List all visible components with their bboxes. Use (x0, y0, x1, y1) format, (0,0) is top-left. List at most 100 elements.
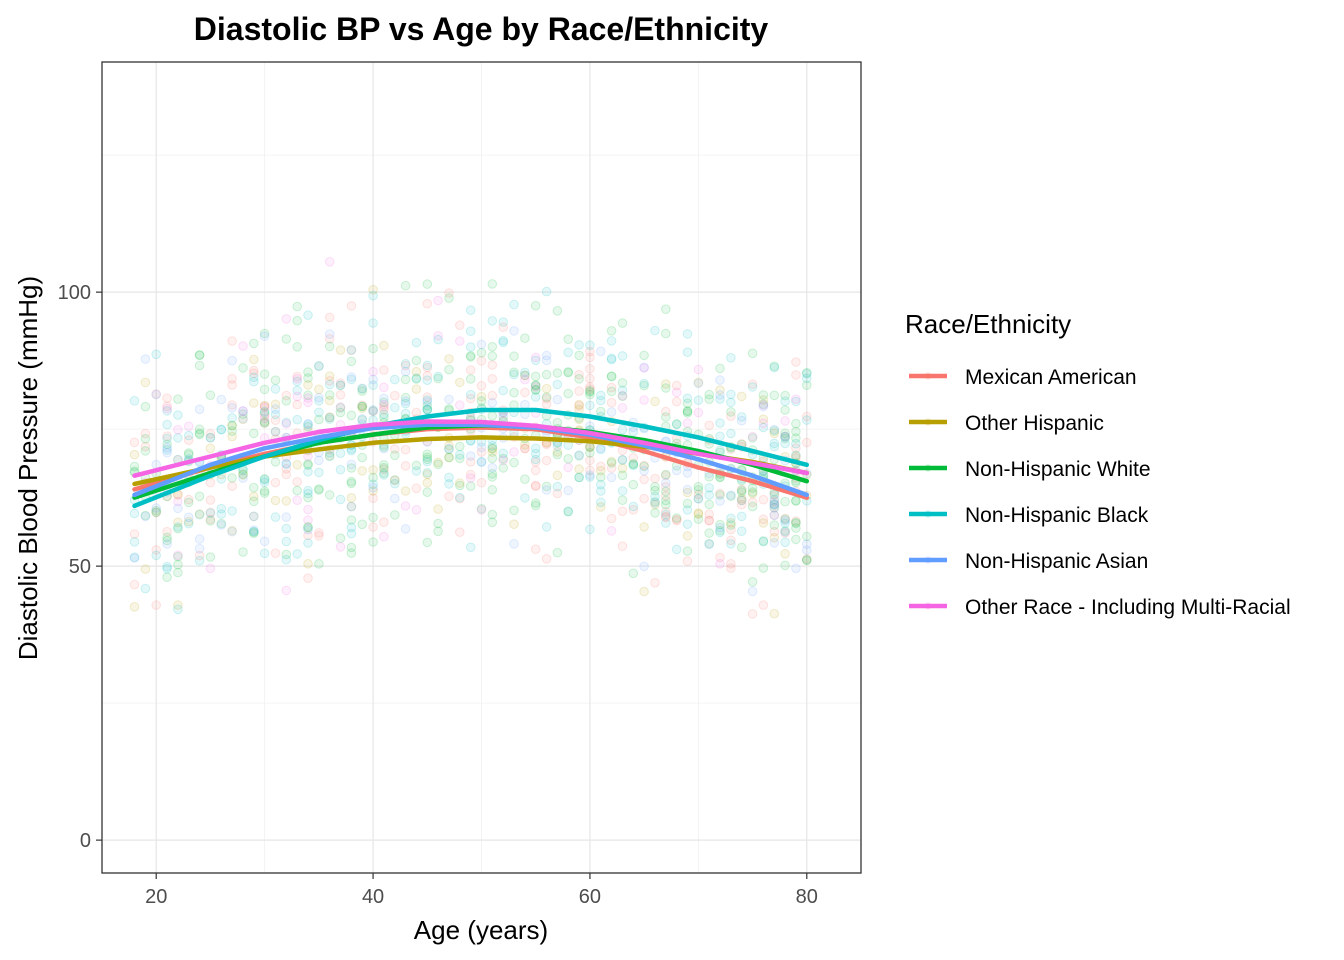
scatter-point (368, 406, 378, 416)
scatter-point (791, 357, 801, 367)
scatter-point (747, 497, 758, 508)
scatter-point (671, 513, 682, 523)
scatter-point (390, 374, 400, 385)
scatter-point (129, 508, 140, 519)
scatter-point (335, 533, 346, 544)
scatter-point (194, 429, 205, 440)
scatter-point (736, 484, 747, 495)
scatter-point (704, 483, 715, 493)
scatter-point (780, 514, 790, 525)
scatter-point (238, 413, 248, 424)
scatter-point (476, 505, 487, 515)
scatter-point (487, 374, 498, 384)
scatter-point (270, 404, 281, 414)
scatter-point (183, 518, 194, 529)
scatter-point (140, 354, 151, 364)
scatter-point (444, 293, 454, 303)
scatter-point (487, 485, 498, 495)
scatter-point (422, 469, 433, 480)
scatter-point (693, 514, 704, 525)
scatter-point (802, 415, 812, 425)
scatter-point (227, 473, 237, 483)
scatter-point (205, 477, 216, 488)
scatter-point (194, 350, 205, 361)
scatter-point (303, 418, 313, 429)
scatter-point (509, 447, 519, 457)
scatter-point (628, 426, 639, 437)
scatter-point (249, 525, 259, 536)
scatter-point (303, 380, 313, 390)
scatter-point (292, 477, 303, 487)
legend-label: Non-Hispanic White (965, 458, 1151, 481)
scatter-point (726, 518, 736, 528)
legend-key-point (924, 556, 932, 564)
scatter-point (661, 469, 671, 480)
y-tick-label: 100 (58, 282, 91, 304)
scatter-point (227, 420, 237, 431)
scatter-point (346, 478, 357, 489)
scatter-point (661, 495, 671, 506)
scatter-point (194, 424, 205, 435)
scatter-point (802, 555, 812, 565)
scatter-point (335, 494, 346, 505)
scatter-point (639, 460, 649, 471)
scatter-point (487, 472, 498, 482)
scatter-point (606, 513, 617, 524)
scatter-point (324, 395, 335, 406)
scatter-point (606, 458, 617, 468)
scatter-point (173, 604, 183, 615)
scatter-point (693, 509, 704, 519)
scatter-point (541, 286, 552, 297)
scatter-point (585, 386, 595, 396)
scatter-point (465, 351, 476, 361)
scatter-point (530, 454, 541, 465)
scatter-point (671, 380, 682, 391)
scatter-point (390, 450, 400, 461)
scatter-point (726, 491, 736, 502)
scatter-point (238, 406, 248, 416)
scatter-point (541, 522, 552, 532)
scatter-point (574, 369, 584, 380)
scatter-point (769, 502, 780, 513)
scatter-point (639, 362, 649, 373)
scatter-point (162, 401, 172, 412)
scatter-point (530, 480, 541, 491)
scatter-point (596, 497, 606, 508)
scatter-point (465, 342, 476, 352)
scatter-point (650, 497, 660, 507)
scatter-point (227, 525, 237, 536)
scatter-point (791, 370, 801, 380)
scatter-point (498, 337, 509, 348)
scatter-point (628, 453, 639, 463)
scatter-point (726, 539, 736, 549)
scatter-point (487, 316, 498, 326)
scatter-point (314, 361, 324, 371)
scatter-point (216, 520, 227, 530)
scatter-point (661, 512, 671, 523)
scatter-point (346, 542, 357, 553)
scatter-point (780, 390, 790, 401)
scatter-point (422, 371, 433, 381)
scatter-point (205, 516, 216, 526)
scatter-point (639, 378, 649, 389)
scatter-point (747, 501, 758, 512)
scatter-point (541, 455, 552, 466)
scatter-point (400, 486, 411, 496)
scatter-point (650, 491, 660, 502)
legend-key-point (924, 372, 932, 380)
scatter-point (314, 455, 324, 466)
scatter-point (585, 373, 595, 384)
scatter-point (183, 494, 194, 505)
scatter-point (129, 461, 140, 472)
scatter-point (476, 381, 487, 391)
scatter-point (736, 499, 747, 510)
scatter-point (292, 371, 303, 382)
scatter-point (238, 470, 248, 480)
scatter-point (541, 399, 552, 410)
scatter-point (292, 495, 303, 506)
scatter-point (238, 363, 248, 373)
scatter-point (292, 301, 303, 312)
scatter-point (303, 522, 313, 532)
scatter-point (227, 426, 237, 436)
smooth-line (132, 422, 810, 498)
